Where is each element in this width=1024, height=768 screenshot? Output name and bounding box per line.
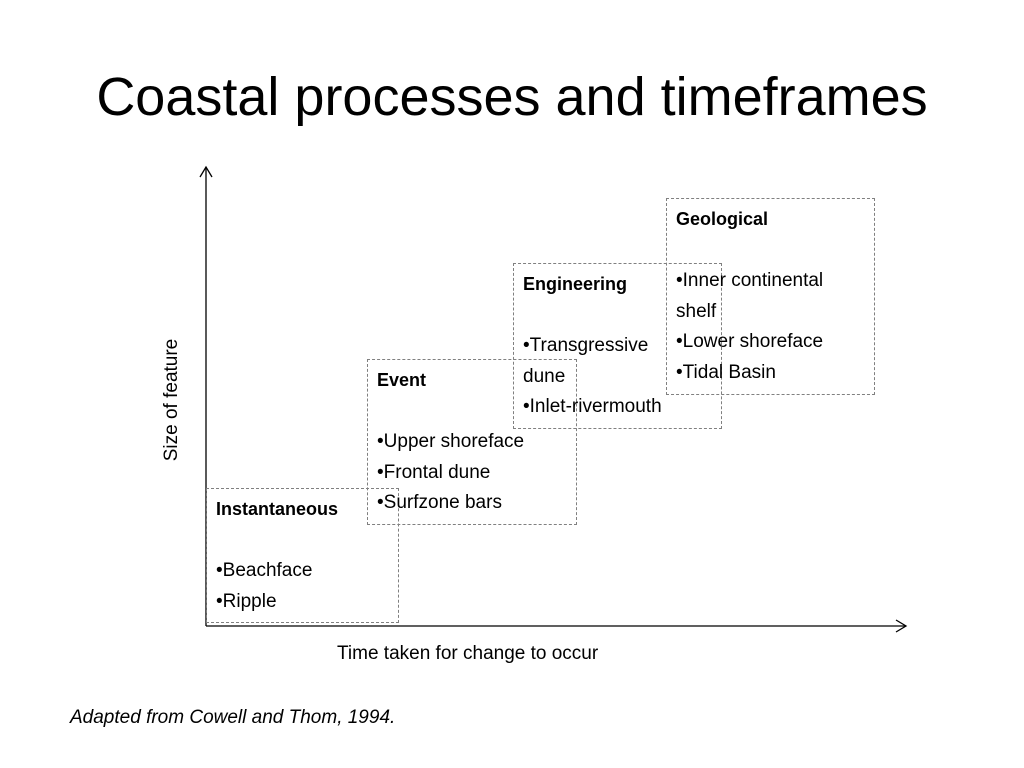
timeframe-box-event: Event Upper shoreface Frontal dune Surfz… <box>367 359 577 525</box>
list-item: Frontal dune <box>377 458 567 489</box>
list-item: Transgressive dune <box>523 331 673 392</box>
feature-list: Upper shoreface Frontal dune Surfzone ba… <box>377 427 567 519</box>
list-item: Lower shoreface <box>676 327 865 358</box>
list-item: Beachface <box>216 556 389 587</box>
x-axis-arrowhead <box>895 619 908 633</box>
list-item: Inner continental shelf <box>676 266 866 327</box>
y-axis-label: Size of feature <box>161 338 182 462</box>
feature-list: Beachface Ripple <box>216 556 389 617</box>
list-item: Surfzone bars <box>377 488 567 519</box>
box-title: Engineering <box>523 274 628 294</box>
list-item: Tidal Basin <box>676 358 865 389</box>
list-item: Inlet-rivermouth <box>523 392 712 423</box>
timeframe-box-instantaneous: Instantaneous Beachface Ripple <box>206 488 399 623</box>
source-caption: Adapted from Cowell and Thom, 1994. <box>70 707 396 728</box>
list-item: Ripple <box>216 587 389 618</box>
x-axis-label: Time taken for change to occur <box>337 643 599 664</box>
box-title: Geological <box>676 209 769 229</box>
slide-title: Coastal processes and timeframes <box>96 67 928 127</box>
list-item: Upper shoreface <box>377 427 567 458</box>
feature-list: Inner continental shelf Lower shoreface … <box>676 266 865 388</box>
box-title: Event <box>377 370 427 390</box>
timeframe-box-geological: Geological Inner continental shelf Lower… <box>666 198 875 395</box>
y-axis-arrowhead <box>199 165 213 178</box>
feature-list: Transgressive dune Inlet-rivermouth <box>523 331 712 423</box>
box-title: Instantaneous <box>216 499 339 519</box>
